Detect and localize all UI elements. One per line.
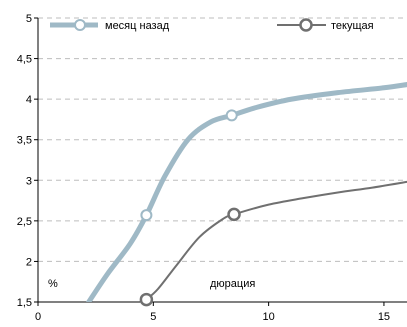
series-layer [86, 82, 407, 307]
series-1 [145, 180, 407, 301]
data-point-marker [139, 292, 154, 307]
data-point-marker [225, 109, 238, 122]
grid-layer [38, 17, 407, 262]
legend-marker-0 [74, 19, 86, 31]
x-axis-label: дюрация [210, 278, 255, 290]
y-axis-label: % [48, 278, 58, 290]
data-point-marker [140, 209, 153, 222]
y-tick-label: 2,5 [17, 216, 32, 228]
series-line-0 [86, 82, 407, 302]
series-line-1 [145, 180, 407, 301]
y-tick-label: 3,5 [17, 135, 32, 147]
series-0 [86, 82, 407, 302]
y-tick-label: 2 [26, 256, 32, 268]
legend: месяц назад текущая [50, 18, 374, 32]
legend-item-0: месяц назад [50, 19, 170, 32]
legend-label-0: месяц назад [105, 20, 170, 32]
x-tick-label: 5 [150, 311, 156, 323]
axis-layer: 1,5 2 2,5 3 3,5 4 4,5 5 0 5 10 15 [17, 13, 407, 323]
y-tick-label: 5 [26, 13, 32, 25]
legend-marker-1 [299, 18, 313, 32]
data-point-marker [227, 207, 241, 222]
y-tick-label: 4,5 [17, 54, 32, 66]
x-tick-label: 0 [35, 311, 41, 323]
x-tick-label: 10 [263, 311, 275, 323]
y-tick-label: 1,5 [17, 297, 32, 309]
legend-label-1: текущая [331, 20, 374, 32]
y-tick-label: 4 [26, 94, 32, 106]
legend-item-1: текущая [277, 18, 374, 32]
x-tick-label: 15 [378, 311, 390, 323]
y-tick-label: 3 [26, 175, 32, 187]
